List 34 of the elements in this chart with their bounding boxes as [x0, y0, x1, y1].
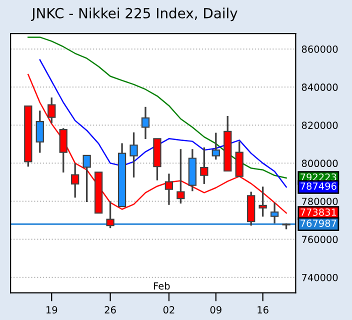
candlestick: [235, 140, 244, 178]
x-tick-label: 19: [46, 306, 58, 314]
candlestick: [270, 202, 279, 224]
ref-line-label: 767987: [300, 220, 336, 227]
x-tick-label: 26: [104, 306, 116, 314]
candlestick: [71, 162, 80, 198]
y-tick-label: 840000: [302, 84, 338, 91]
candlestick: [82, 154, 91, 203]
y-tick-label: 740000: [302, 274, 338, 282]
candlestick: [59, 127, 68, 174]
data-label: 792223: [300, 173, 336, 181]
y-tick-label: 780000: [302, 198, 338, 206]
data-label: 773831: [300, 208, 336, 216]
candlestick: [130, 132, 138, 178]
candlestick: [36, 110, 44, 154]
candlestick: [164, 172, 174, 206]
y-tick-label: 860000: [302, 45, 338, 53]
line-series: [28, 36, 287, 179]
y-tick-label: 760000: [302, 236, 338, 244]
y-tick-label: 800000: [302, 160, 338, 168]
candlestick: [200, 146, 208, 185]
y-tick-label: 820000: [302, 122, 338, 129]
candlestick: [48, 96, 56, 124]
x-tick-label: 09: [210, 306, 222, 314]
candlestick: [212, 132, 220, 160]
candlestick: [141, 106, 150, 140]
data-label: 787496: [300, 182, 336, 190]
chart-title: JNKC - Nikkei 225 Index, Daily: [30, 8, 238, 22]
x-tick-label: 02: [163, 306, 174, 314]
x-tick-label: 16: [258, 306, 268, 314]
candlestick: [176, 148, 185, 204]
annotation: Feb: [154, 282, 170, 290]
line-series: [39, 59, 287, 188]
line-series: [28, 74, 287, 214]
